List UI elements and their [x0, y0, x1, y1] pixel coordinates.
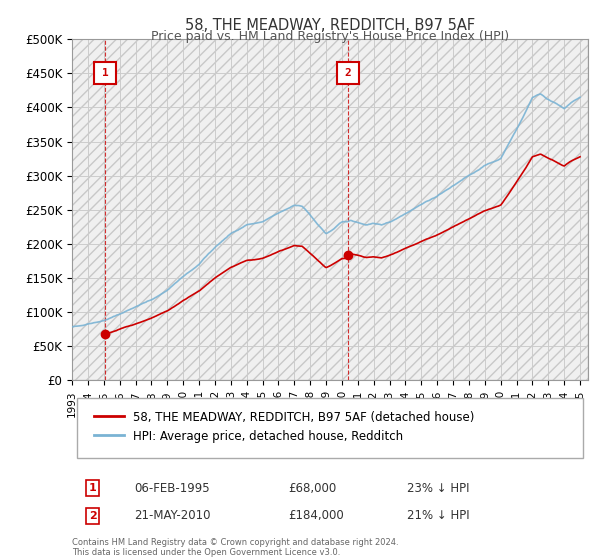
Text: £68,000: £68,000 — [289, 482, 337, 494]
Text: 1: 1 — [89, 483, 97, 493]
Text: 1: 1 — [102, 68, 109, 78]
Text: 06-FEB-1995: 06-FEB-1995 — [134, 482, 209, 494]
FancyBboxPatch shape — [77, 398, 583, 458]
Text: Price paid vs. HM Land Registry's House Price Index (HPI): Price paid vs. HM Land Registry's House … — [151, 30, 509, 43]
Text: 21% ↓ HPI: 21% ↓ HPI — [407, 509, 470, 522]
Text: £184,000: £184,000 — [289, 509, 344, 522]
Text: 23% ↓ HPI: 23% ↓ HPI — [407, 482, 470, 494]
Text: 2: 2 — [89, 511, 97, 521]
Text: 2: 2 — [344, 68, 352, 78]
Text: 58, THE MEADWAY, REDDITCH, B97 5AF: 58, THE MEADWAY, REDDITCH, B97 5AF — [185, 18, 475, 32]
Text: 21-MAY-2010: 21-MAY-2010 — [134, 509, 211, 522]
Text: Contains HM Land Registry data © Crown copyright and database right 2024.
This d: Contains HM Land Registry data © Crown c… — [72, 538, 398, 557]
Legend: 58, THE MEADWAY, REDDITCH, B97 5AF (detached house), HPI: Average price, detache: 58, THE MEADWAY, REDDITCH, B97 5AF (deta… — [88, 405, 481, 449]
